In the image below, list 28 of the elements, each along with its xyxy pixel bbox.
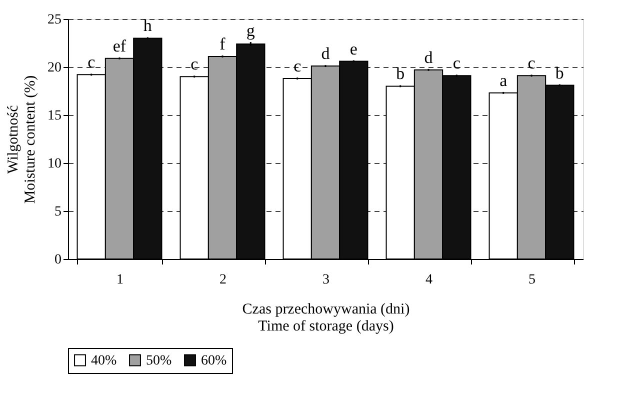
x-axis-title: Czas przechowywania (dni) Time of storage (days) [242,302,410,334]
x-tick-label: 2 [220,272,226,288]
data-label: g [246,21,256,40]
y-tick-label: 20 [48,60,62,76]
x-tick-label: 1 [116,272,124,288]
legend-label: 60% [201,353,227,368]
x-tick-label: 4 [426,272,432,288]
data-label: a [500,70,508,90]
y-axis-title: Wilgotność Moisture content (%) [6,75,38,204]
data-label: h [143,16,152,36]
data-label: d [321,44,330,64]
data-label: c [88,52,96,72]
data-label: c [190,54,199,74]
y-tick-label: 0 [54,252,62,268]
data-label: d [424,48,434,67]
legend-label: 40% [91,353,117,368]
data-label: b [555,63,564,82]
x-tick-label: 3 [322,272,330,288]
y-tick-label: 25 [48,12,62,28]
y-tick-label: 10 [48,156,62,172]
y-tick-label: 15 [48,108,62,124]
y-tick-label: 5 [54,204,62,220]
data-label: e [350,39,358,58]
legend-label: 50% [146,353,172,368]
data-label: ef [112,36,126,56]
data-label: f [220,34,226,54]
x-tick-label: 5 [528,272,536,288]
data-label: b [396,64,405,84]
